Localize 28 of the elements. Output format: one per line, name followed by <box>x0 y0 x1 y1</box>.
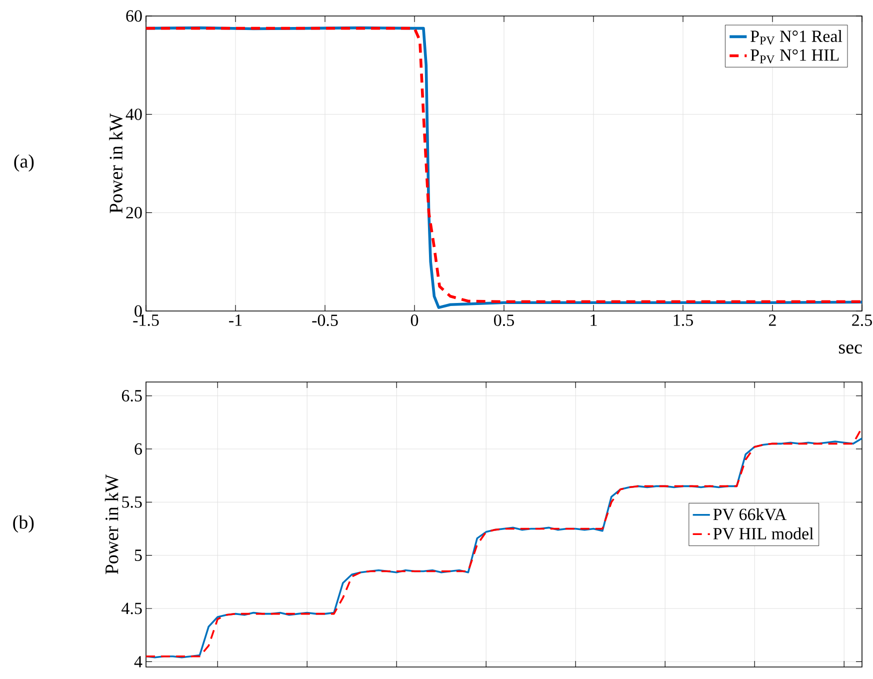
y-tick-label: 6.5 <box>122 390 142 402</box>
y-tick-label: 0 <box>134 305 142 317</box>
x-axis-title: sec <box>838 344 862 354</box>
text: (a) <box>14 154 34 172</box>
text: (b) <box>13 515 34 533</box>
y-tick-label: 4.5 <box>122 602 142 614</box>
legend-label: P$_{PV}$ N°1 HIL <box>750 49 839 64</box>
x-tick-label: 1.5 <box>674 314 693 326</box>
y-tick-label: 4 <box>134 656 142 668</box>
y-tick-label: 20 <box>126 206 142 218</box>
x-tick-label: -1 <box>229 314 242 326</box>
y-tick-label: 40 <box>126 108 142 120</box>
y-tick-label: 5.5 <box>122 496 142 508</box>
y-tick-label: 6 <box>134 443 142 455</box>
x-tick-label: -0.5 <box>312 314 338 326</box>
y-axis-title: Power in kW <box>104 474 118 574</box>
y-tick-label: 60 <box>126 10 142 22</box>
y-tick-label: 5 <box>134 550 142 561</box>
x-tick-label: 0 <box>410 314 418 326</box>
x-tick-label: 0.5 <box>494 314 514 326</box>
x-tick-label: 2.5 <box>852 314 872 326</box>
y-axis-title: Power in kW <box>109 113 123 214</box>
x-tick-label: 2 <box>769 314 776 326</box>
x-tick-label: -1.5 <box>133 314 159 326</box>
legend-label: P$_{PV}$ N°1 Real <box>750 30 842 45</box>
legend-label: PV HIL model <box>713 527 814 540</box>
x-tick-label: 1 <box>590 314 597 326</box>
legend-label: PV 66kVA <box>713 508 787 520</box>
